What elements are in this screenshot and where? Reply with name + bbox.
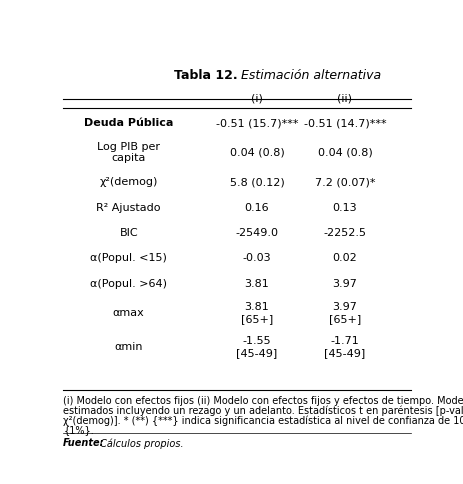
Text: {1%}.: {1%}.	[63, 424, 94, 434]
Text: estimados incluyendo un rezago y un adelanto. Estadísticos t en paréntesis [p-va: estimados incluyendo un rezago y un adel…	[63, 405, 463, 415]
Text: χ²(demog): χ²(demog)	[100, 177, 158, 187]
Text: 0.02: 0.02	[332, 253, 357, 263]
Text: 5.8 (0.12): 5.8 (0.12)	[230, 177, 284, 187]
Text: (i) Modelo con efectos fijos (ii) Modelo con efectos fijos y efectos de tiempo. : (i) Modelo con efectos fijos (ii) Modelo…	[63, 395, 463, 405]
Text: 0.04 (0.8): 0.04 (0.8)	[230, 148, 284, 157]
Text: -0.51 (14.7)***: -0.51 (14.7)***	[304, 118, 386, 128]
Text: -0.51 (15.7)***: -0.51 (15.7)***	[216, 118, 298, 128]
Text: 7.2 (0.07)*: 7.2 (0.07)*	[315, 177, 375, 187]
Text: 0.13: 0.13	[332, 202, 357, 212]
Text: 3.81
[65+]: 3.81 [65+]	[241, 302, 273, 323]
Text: 0.16: 0.16	[245, 202, 269, 212]
Text: -0.03: -0.03	[243, 253, 271, 263]
Text: 0.04 (0.8): 0.04 (0.8)	[318, 148, 372, 157]
Text: 3.97: 3.97	[332, 278, 357, 288]
Text: 3.97
[65+]: 3.97 [65+]	[329, 302, 361, 323]
Text: Tabla 12.: Tabla 12.	[174, 69, 238, 81]
Text: -1.71
[45-49]: -1.71 [45-49]	[324, 335, 366, 357]
Text: Estimación alternativa: Estimación alternativa	[238, 69, 382, 81]
Text: αmax: αmax	[113, 308, 144, 318]
Text: BIC: BIC	[119, 227, 138, 238]
Text: 3.81: 3.81	[244, 278, 269, 288]
Text: R² Ajustado: R² Ajustado	[96, 202, 161, 212]
Text: αmin: αmin	[114, 341, 143, 351]
Text: Cálculos propios.: Cálculos propios.	[97, 438, 184, 448]
Text: Fuente:: Fuente:	[63, 438, 105, 447]
Text: -1.55
[45-49]: -1.55 [45-49]	[237, 335, 278, 357]
Text: α(Popul. >64): α(Popul. >64)	[90, 278, 167, 288]
Text: (ii): (ii)	[338, 93, 352, 104]
Text: Deuda Pública: Deuda Pública	[84, 118, 174, 128]
Text: (i): (i)	[251, 93, 263, 104]
Text: χ²(demog)]. * (**) {***} indica significancia estadística al nivel de confianza : χ²(demog)]. * (**) {***} indica signific…	[63, 414, 463, 425]
Text: -2252.5: -2252.5	[324, 227, 366, 238]
Text: α(Popul. <15): α(Popul. <15)	[90, 253, 167, 263]
Text: -2549.0: -2549.0	[236, 227, 279, 238]
Text: Log PIB per
capita: Log PIB per capita	[97, 142, 160, 163]
